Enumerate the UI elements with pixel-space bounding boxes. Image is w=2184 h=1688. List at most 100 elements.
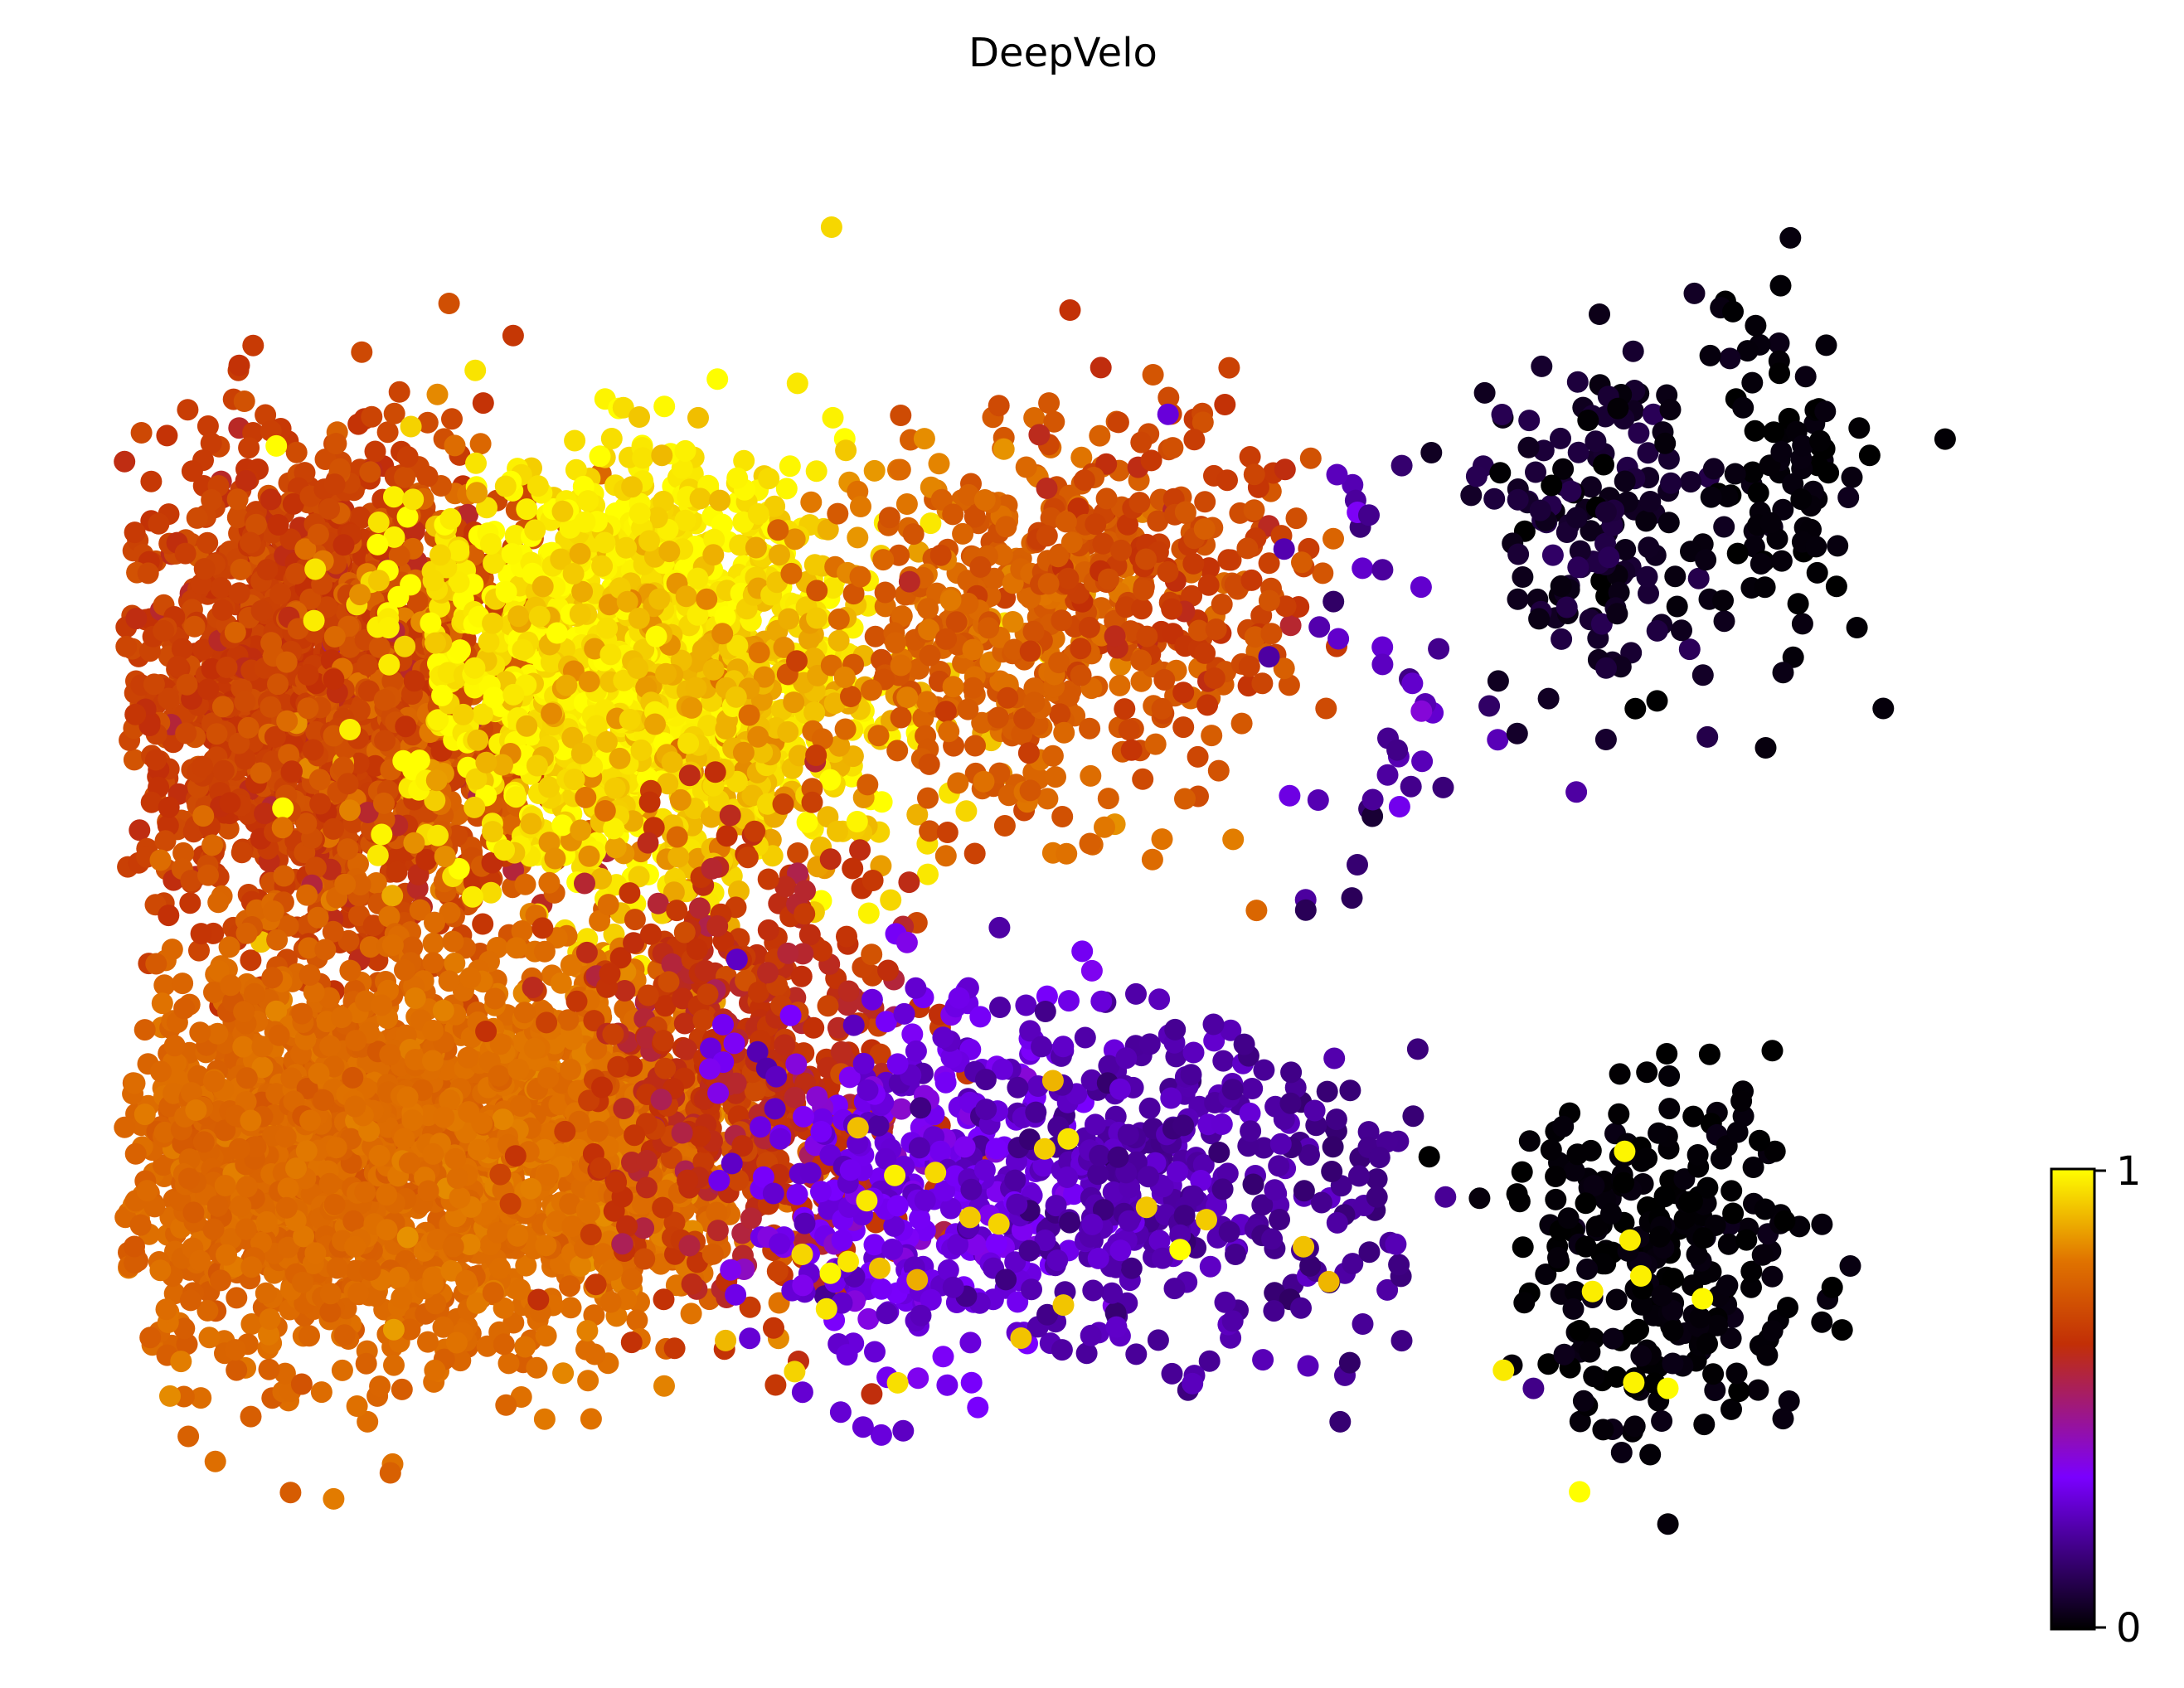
scatter-point (145, 749, 167, 771)
scatter-point (1157, 560, 1179, 583)
scatter-point (192, 805, 215, 827)
scatter-point (181, 460, 203, 483)
scatter-point (803, 554, 826, 576)
scatter-point (416, 465, 439, 487)
scatter-point (171, 638, 193, 660)
scatter-point (1047, 546, 1070, 568)
scatter-point (475, 751, 497, 774)
scatter-point (589, 445, 611, 468)
scatter-point (935, 628, 957, 650)
scatter-point (420, 612, 442, 634)
scatter-point (596, 617, 619, 639)
scatter-point (158, 905, 180, 927)
scatter-point (441, 408, 463, 430)
scatter-point (820, 216, 842, 238)
scatter-point (206, 723, 228, 745)
scatter-point (570, 819, 592, 842)
scatter-point (279, 1482, 302, 1504)
scatter-point (464, 359, 487, 381)
scatter-point (658, 541, 681, 563)
scatter-point (140, 791, 163, 813)
scatter-point (285, 441, 308, 463)
scatter-point (204, 1450, 226, 1472)
scatter-point (1109, 674, 1131, 696)
scatter-point (176, 673, 198, 696)
scatter-point (918, 753, 940, 775)
scatter-point (1312, 562, 1334, 584)
scatter-point (1114, 698, 1136, 720)
scatter-point (629, 406, 650, 428)
scatter-point (890, 706, 912, 729)
scatter-point (1015, 456, 1037, 478)
scatter-point (1019, 640, 1041, 662)
scatter-point (493, 839, 516, 861)
scatter-point (197, 678, 220, 701)
scatter-point (114, 450, 136, 473)
scatter-point (439, 507, 462, 530)
scatter-point (1131, 598, 1153, 620)
scatter-point (1133, 579, 1155, 601)
scatter-point (260, 696, 282, 718)
scatter-point (913, 428, 935, 450)
scatter-point (325, 433, 347, 455)
scatter-point (425, 632, 446, 654)
scatter-point (307, 523, 329, 546)
scatter-point (939, 589, 962, 611)
scatter-point (235, 469, 257, 492)
scatter-point (778, 608, 800, 630)
scatter-point (339, 719, 362, 740)
scatter-point (857, 902, 880, 924)
scatter-point (172, 842, 195, 864)
scatter-point (895, 493, 918, 515)
scatter-point (472, 913, 494, 935)
scatter-point (1107, 411, 1129, 434)
scatter-point (748, 642, 770, 664)
scatter-point (638, 530, 660, 552)
scatter-point (1299, 447, 1322, 469)
scatter-point (1036, 525, 1058, 547)
scatter-point (273, 865, 295, 887)
scatter-point (1161, 598, 1183, 620)
scatter-point (878, 507, 900, 529)
scatter-point (153, 619, 175, 642)
scatter-point (726, 467, 749, 489)
scatter-point (495, 581, 517, 603)
scatter-point (604, 777, 626, 799)
scatter-point (242, 334, 265, 357)
scatter-point (806, 607, 828, 629)
scatter-point (964, 735, 986, 757)
scatter-point (1240, 569, 1263, 591)
scatter-point (988, 395, 1010, 417)
scatter-point (919, 644, 941, 667)
scatter-point (1130, 649, 1153, 672)
scatter-point (297, 697, 319, 720)
scatter-point (197, 531, 219, 554)
scatter-point (337, 773, 359, 795)
scatter-point (1193, 518, 1216, 540)
scatter-point (769, 544, 790, 566)
scatter-point (675, 585, 697, 608)
scatter-point (211, 696, 234, 718)
scatter-point (1218, 357, 1240, 379)
scatter-point (847, 526, 869, 549)
scatter-point (438, 293, 460, 314)
scatter-point (850, 496, 871, 517)
scatter-point (1144, 733, 1167, 755)
scatter-point (395, 715, 417, 738)
scatter-point (1274, 458, 1296, 481)
scatter-point (1260, 623, 1283, 645)
scatter-point (928, 453, 950, 475)
scatter-point (269, 583, 292, 605)
scatter-point (1238, 655, 1260, 677)
scatter-point (256, 559, 279, 581)
scatter-point (1203, 667, 1225, 689)
scatter-point (1136, 625, 1158, 648)
scatter-point (482, 612, 504, 634)
scatter-point (632, 447, 654, 469)
scatter-point (667, 846, 690, 868)
scatter-point (233, 390, 255, 412)
scatter-point (1037, 573, 1060, 595)
scatter-point (285, 563, 307, 584)
scatter-point (373, 689, 396, 711)
scatter-point (1059, 299, 1081, 321)
